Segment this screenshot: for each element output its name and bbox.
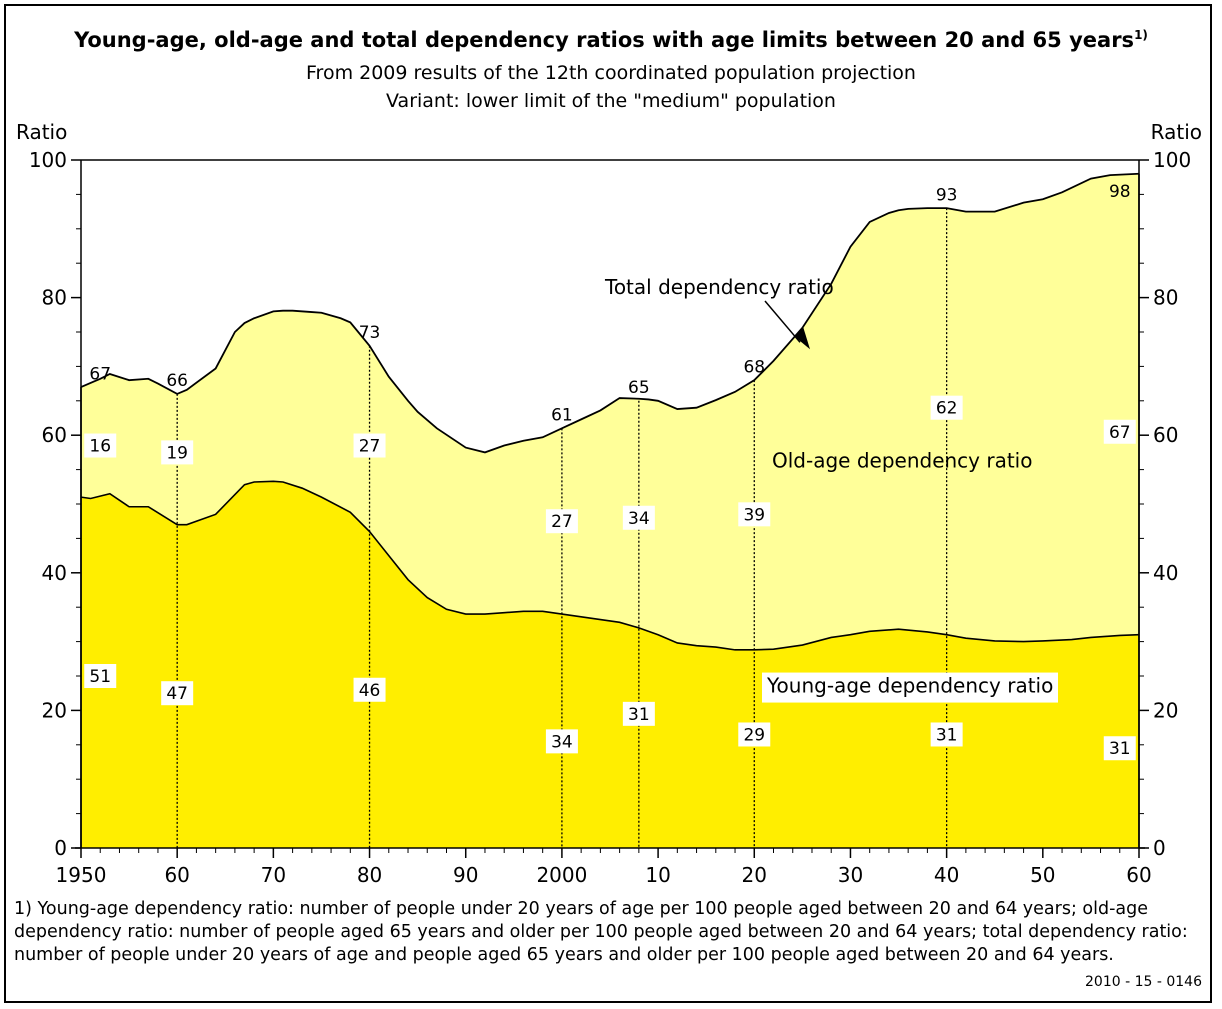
old-value-2008-box <box>622 505 655 530</box>
x-tick-label-2050: 50 <box>1030 863 1055 887</box>
old-value-1960: 19 <box>166 443 188 463</box>
y-tick-label-left-20: 20 <box>42 698 67 722</box>
y-axis-label-left: Ratio <box>16 120 67 144</box>
young-value-2058: 31 <box>1109 739 1131 759</box>
old-value-1950: 16 <box>89 437 111 457</box>
young-value-2000-box <box>545 729 578 754</box>
chart-title: Young-age, old-age and total dependency … <box>74 28 1148 52</box>
young-value-1980-box <box>353 677 386 702</box>
x-tick-label-2000: 2000 <box>536 863 587 887</box>
old-value-2040: 62 <box>936 399 958 419</box>
y-tick-label-left-40: 40 <box>42 561 67 585</box>
young-value-1950-box <box>84 664 117 688</box>
total-value-2008: 65 <box>628 378 650 398</box>
old-age-area <box>81 173 1139 650</box>
y-tick-label-left-60: 60 <box>42 423 67 447</box>
y-tick-label-left-0: 0 <box>54 836 67 860</box>
x-tick-label-2060: 60 <box>1126 863 1151 887</box>
young-value-2008-box <box>622 701 655 726</box>
old-value-1980: 27 <box>359 437 381 457</box>
old-value-2000: 27 <box>551 512 573 532</box>
y-tick-label-right-20: 20 <box>1153 698 1178 722</box>
y-tick-label-right-80: 80 <box>1153 286 1178 310</box>
x-tick-label-2020: 20 <box>742 863 767 887</box>
young-value-1980: 46 <box>359 681 381 701</box>
x-tick-label-2030: 30 <box>838 863 863 887</box>
y-axis-label-right: Ratio <box>1151 120 1202 144</box>
x-tick-label-2040: 40 <box>934 863 959 887</box>
x-tick-label-1950: 1950 <box>56 863 107 887</box>
young-value-1960-box <box>161 681 194 706</box>
young-value-2040: 31 <box>936 725 958 745</box>
young-value-2040-box <box>930 722 963 747</box>
annotation-total-arrow-head <box>795 326 810 350</box>
y-tick-label-right-40: 40 <box>1153 561 1178 585</box>
total-value-1980: 73 <box>359 323 381 343</box>
annotation-young: Young-age dependency ratio <box>766 674 1053 698</box>
chart-code: 2010 - 15 - 0146 <box>1085 974 1202 990</box>
old-value-1950-box <box>84 433 117 458</box>
old-value-2000-box <box>545 509 578 534</box>
total-value-1950: 67 <box>89 364 111 384</box>
total-value-2040: 93 <box>936 185 958 205</box>
young-age-line <box>80 480 1140 651</box>
y-tick-label-right-0: 0 <box>1153 836 1166 860</box>
y-tick-label-right-100: 100 <box>1153 148 1191 172</box>
old-value-2058-box <box>1103 419 1136 444</box>
chart-subtitle-2: Variant: lower limit of the "medium" pop… <box>386 90 836 112</box>
young-value-1950: 51 <box>89 667 111 687</box>
old-value-2020-box <box>738 502 771 527</box>
old-value-2008: 34 <box>628 509 650 529</box>
young-value-2000: 34 <box>551 732 573 752</box>
y-tick-label-left-100: 100 <box>29 148 67 172</box>
old-value-2058: 67 <box>1109 423 1131 443</box>
old-value-1960-box <box>161 440 194 465</box>
young-value-2020-box <box>738 722 771 747</box>
young-value-2008: 31 <box>628 705 650 725</box>
y-tick-label-left-80: 80 <box>42 286 67 310</box>
x-tick-label-1960: 60 <box>164 863 189 887</box>
young-value-2058-box <box>1103 736 1136 761</box>
old-value-2020: 39 <box>743 505 765 525</box>
total-value-2058: 98 <box>1109 182 1131 202</box>
old-value-2040-box <box>930 395 963 420</box>
total-value-2000: 61 <box>551 406 573 426</box>
young-age-area <box>81 481 1139 848</box>
total-value-2020: 68 <box>743 357 765 377</box>
x-tick-label-1990: 90 <box>453 863 478 887</box>
annotation-total-arrow-line <box>764 300 801 343</box>
young-value-1960: 47 <box>166 684 188 704</box>
chart-subtitle-1: From 2009 results of the 12th coordinate… <box>306 62 916 84</box>
y-tick-label-right-60: 60 <box>1153 423 1178 447</box>
old-value-1980-box <box>353 433 386 458</box>
x-tick-label-1970: 70 <box>261 863 286 887</box>
annotation-old: Old-age dependency ratio <box>772 449 1032 473</box>
footnote: 1) Young-age dependency ratio: number of… <box>14 899 1188 965</box>
x-tick-label-2010: 10 <box>645 863 670 887</box>
young-value-2020: 29 <box>743 725 765 745</box>
total-value-1960: 66 <box>166 371 188 391</box>
annotation-total: Total dependency ratio <box>604 275 834 299</box>
x-tick-label-1980: 80 <box>357 863 382 887</box>
annotation-young-box <box>762 672 1058 703</box>
